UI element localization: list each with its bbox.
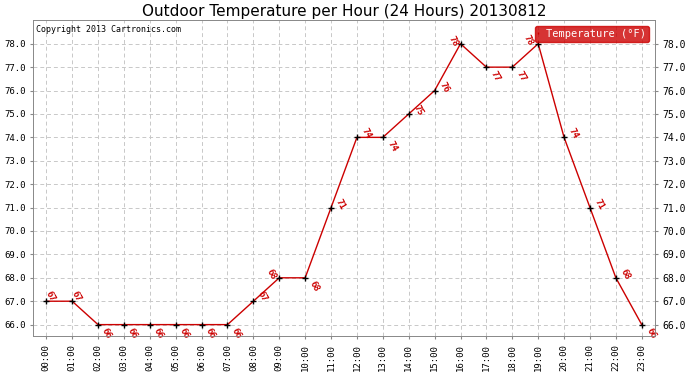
Title: Outdoor Temperature per Hour (24 Hours) 20130812: Outdoor Temperature per Hour (24 Hours) … bbox=[141, 4, 546, 19]
Text: 68: 68 bbox=[618, 267, 631, 281]
Text: 66: 66 bbox=[152, 327, 165, 340]
Text: 67: 67 bbox=[43, 289, 57, 303]
Text: 67: 67 bbox=[255, 289, 268, 303]
Text: 77: 77 bbox=[489, 69, 502, 83]
Text: 66: 66 bbox=[126, 327, 139, 340]
Text: 75: 75 bbox=[411, 104, 424, 117]
Text: 66: 66 bbox=[100, 327, 113, 340]
Text: 71: 71 bbox=[593, 197, 606, 211]
Text: 66: 66 bbox=[178, 327, 191, 340]
Text: 66: 66 bbox=[204, 327, 217, 340]
Text: 74: 74 bbox=[566, 127, 580, 141]
Text: 78: 78 bbox=[446, 34, 460, 48]
Text: 66: 66 bbox=[230, 327, 243, 340]
Text: 71: 71 bbox=[334, 197, 347, 211]
Text: 68: 68 bbox=[307, 280, 320, 294]
Text: 66: 66 bbox=[644, 327, 658, 340]
Text: 74: 74 bbox=[359, 127, 373, 141]
Legend: Temperature (°F): Temperature (°F) bbox=[535, 26, 649, 42]
Text: 67: 67 bbox=[70, 289, 83, 303]
Text: 78: 78 bbox=[522, 33, 535, 47]
Text: 74: 74 bbox=[386, 140, 399, 153]
Text: 76: 76 bbox=[437, 80, 451, 94]
Text: 68: 68 bbox=[265, 267, 278, 281]
Text: 77: 77 bbox=[515, 69, 528, 83]
Text: Copyright 2013 Cartronics.com: Copyright 2013 Cartronics.com bbox=[37, 25, 181, 34]
